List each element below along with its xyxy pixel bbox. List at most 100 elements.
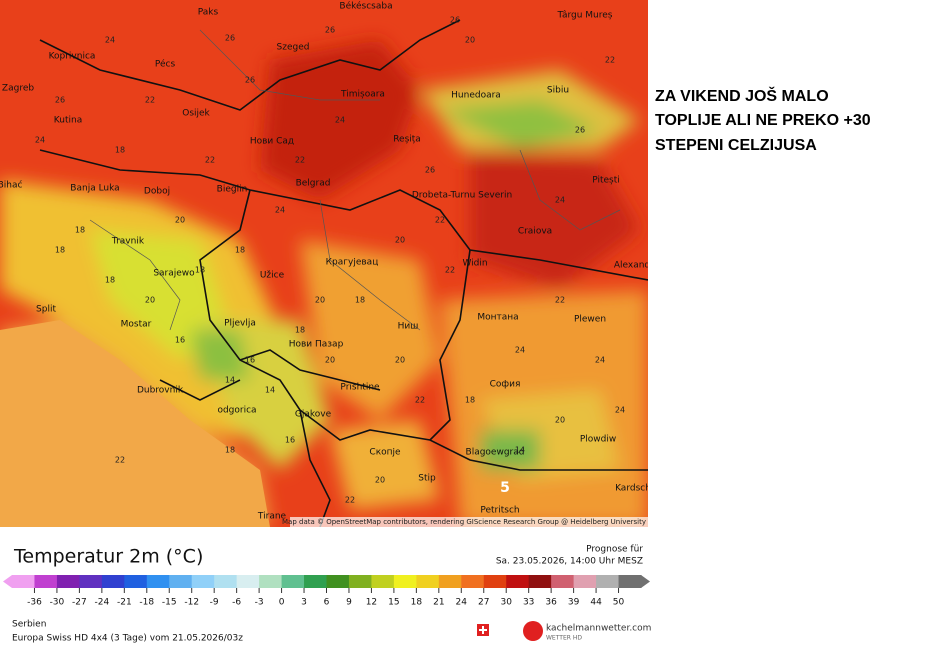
city-label: Travnik [111,237,145,247]
temperature-label: 20 [315,296,325,305]
legend-arrow-left [3,575,12,588]
city-label: Tirane [257,512,287,522]
temperature-label: 22 [295,156,305,165]
city-label: Kardsch [615,484,648,494]
city-label: Plowdiw [580,435,616,445]
legend-tick-label: -15 [162,598,177,608]
legend-cell [56,575,80,588]
legend-cell [304,575,327,588]
temperature-label: 18 [295,326,305,335]
legend-tick-label: 30 [500,598,512,608]
legend-cell [169,575,193,588]
swiss-cross [479,626,487,634]
brand-sub: WETTER HD [546,635,582,642]
borders [39,19,648,527]
temperature-label: 22 [605,56,615,65]
legend-cell [573,575,597,588]
legend-cell [438,575,462,588]
city-label: Szeged [277,43,310,53]
temperature-label: 20 [395,236,405,245]
adriatic-sea [0,320,270,527]
city-label: Mostar [121,320,152,330]
city-label: Нови Сад [250,137,294,147]
legend-cell [326,575,350,588]
city-label: Stip [418,474,436,484]
legend-tick-label: 24 [456,598,468,608]
legend-cell [259,575,283,588]
legend-cell [34,575,58,588]
city-label: Doboj [144,187,170,197]
legend-cell [596,575,620,588]
legend-tick-label: -27 [72,598,87,608]
temperature-label: 24 [35,136,45,145]
legend-tick-label: 50 [613,598,625,608]
legend-tick-label: 12 [366,598,377,608]
city-label: Târgu Mureș [557,11,613,21]
temperature-label: 18 [55,246,65,255]
legend-arrow-right [641,575,650,588]
temperature-label: 20 [465,36,475,45]
temperature-label: 24 [595,356,605,365]
legend-cell [12,575,35,588]
forecast-time: Sa. 23.05.2026, 14:00 Uhr MESZ [496,557,643,567]
legend-tick-label: -12 [184,598,199,608]
legend-cell [416,575,440,588]
legend-tick-label: 0 [279,598,285,608]
brand-logo [523,621,543,641]
city-label: Монтана [477,313,518,323]
temperature-label: 24 [335,116,345,125]
weather-map: Map data © OpenStreetMap contributors, r… [0,0,648,527]
temperature-label: 20 [175,216,185,225]
city-label: Užice [260,271,285,281]
temperature-label: 16 [175,336,185,345]
temperature-label: 18 [115,146,125,155]
temperature-label: 24 [555,196,565,205]
city-label: Крагујевац [326,258,379,268]
legend-tick-label: 15 [388,598,399,608]
city-label: Koprivnica [49,52,96,62]
footer-region: Serbien [12,620,46,630]
legend-tick-label: 27 [478,598,489,608]
city-label: Craiova [518,227,552,237]
temperature-label: 26 [245,76,255,85]
temperature-label: 20 [555,416,565,425]
legend-cell [101,575,125,588]
temperature-label: 26 [575,126,585,135]
legend-tick-label: -30 [50,598,65,608]
temperature-label: 24 [275,206,285,215]
region-borders [89,29,621,331]
city-label: Pitești [592,176,620,186]
city-label: Pécs [155,59,176,70]
temperature-label: 14 [515,446,525,455]
legend-tick-label: 3 [301,598,307,608]
headline-line: ZA VIKEND JOŠ MALO [655,88,829,105]
legend-tick-label: 44 [590,598,602,608]
temperature-label: 22 [555,296,565,305]
temperature-label: 22 [345,496,355,505]
city-label: Reșița [393,135,421,145]
temperature-label: 26 [325,26,335,35]
temperature-label: 18 [465,396,475,405]
city-label: Widin [462,259,487,269]
temperature-label: 20 [325,356,335,365]
legend-tick-label: 6 [324,598,330,608]
legend-cell [461,575,485,588]
city-label: Kutina [54,116,82,126]
city-label: Pljevlja [224,319,256,329]
map-marker: 5 [500,480,510,496]
legend-tick-label: 36 [545,598,557,608]
legend-cell [348,575,372,588]
city-label: Blagoewgrad [466,448,525,458]
city-label: Bihać [0,180,22,191]
temperature-label: 26 [225,34,235,43]
city-label: Bieglin [217,185,248,195]
temperature-label: 18 [235,246,245,255]
temperature-label: 18 [195,266,205,275]
legend-tick-label: 9 [346,598,352,608]
city-label: Timișoara [340,90,385,100]
city-label: Hunedoara [451,91,501,101]
temperature-label: 14 [225,376,235,385]
legend-cell [191,575,215,588]
temperature-label: 22 [205,156,215,165]
legend-tick-label: 21 [433,598,444,608]
